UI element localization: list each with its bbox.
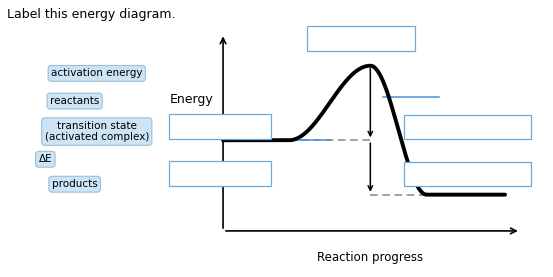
Text: Reaction progress: Reaction progress: [317, 251, 424, 264]
Text: products: products: [52, 179, 97, 189]
Text: ΔE: ΔE: [39, 154, 52, 164]
Text: Label this energy diagram.: Label this energy diagram.: [7, 8, 175, 21]
Text: activation energy: activation energy: [51, 68, 143, 78]
Text: transition state
(activated complex): transition state (activated complex): [45, 121, 149, 142]
Text: reactants: reactants: [50, 96, 100, 106]
Text: Energy: Energy: [170, 93, 213, 106]
